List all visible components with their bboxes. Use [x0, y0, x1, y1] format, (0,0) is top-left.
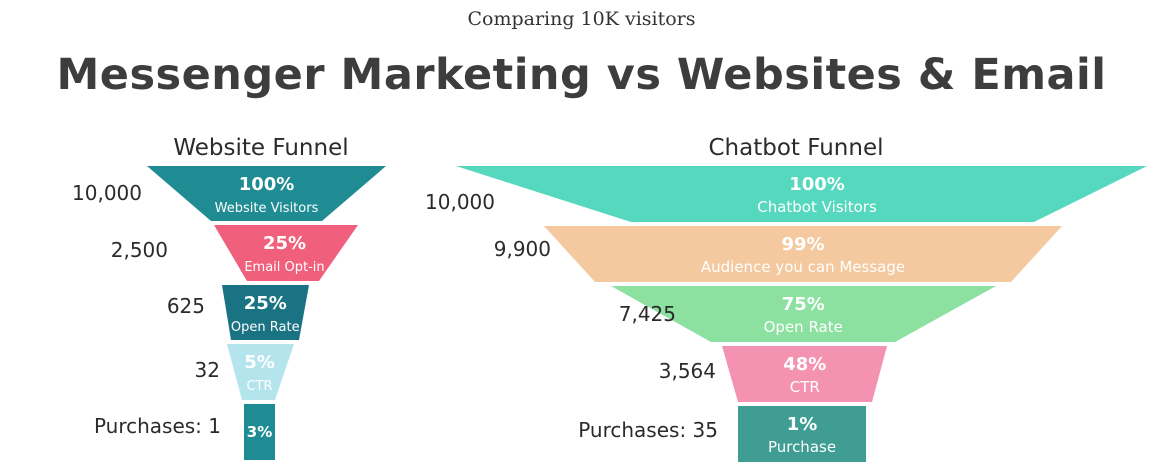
website-stage-2-count: 2,500: [111, 238, 168, 262]
chatbot-stage-4-percent: 48%: [783, 354, 826, 375]
chatbot-stage-5-percent: 1%: [787, 414, 818, 435]
website-stage-2-percent: 25%: [263, 233, 306, 254]
chatbot-stage-2-label: Audience you can Message: [701, 258, 905, 276]
website-funnel: 100% Website Visitors 10,000 25% Email Opt-i…: [72, 166, 386, 460]
chatbot-funnel-stage-4: [722, 346, 887, 402]
website-stage-2-label: Email Opt-in: [244, 260, 324, 275]
chart-title: Messenger Marketing vs Websites & Email: [56, 50, 1107, 100]
chatbot-stage-1-label: Chatbot Visitors: [757, 198, 877, 216]
chatbot-funnel-stage-5: [738, 406, 866, 462]
website-stage-3-percent: 25%: [244, 293, 287, 314]
website-stage-4-label: CTR: [246, 379, 272, 394]
website-stage-3-label: Open Rate: [231, 320, 300, 335]
chatbot-funnel-stage-1: [456, 166, 1147, 222]
website-stage-1-percent: 100%: [239, 174, 295, 195]
chatbot-stage-5-count: Purchases: 35: [578, 418, 718, 442]
website-funnel-stage-5: [244, 404, 275, 460]
chatbot-stage-1-count: 10,000: [425, 190, 495, 214]
chatbot-stage-5-label: Purchase: [768, 438, 836, 456]
website-stage-4-percent: 5%: [244, 352, 275, 373]
website-stage-1-label: Website Visitors: [215, 201, 319, 216]
chatbot-stage-2-count: 9,900: [494, 237, 551, 261]
website-stage-5-percent: 3%: [247, 423, 272, 441]
chatbot-funnel-stage-3: [611, 286, 996, 342]
chatbot-funnel: 100% Chatbot Visitors 10,000 99% Audience yo…: [425, 166, 1147, 462]
chatbot-stage-4-count: 3,564: [659, 359, 716, 383]
website-funnel-stage-3: [222, 285, 309, 340]
website-stage-1-count: 10,000: [72, 181, 142, 205]
website-stage-5-count: Purchases: 1: [94, 414, 221, 438]
chatbot-stage-4-label: CTR: [790, 378, 820, 396]
website-stage-4-count: 32: [195, 358, 220, 382]
chatbot-stage-3-percent: 75%: [782, 294, 825, 315]
website-funnel-title: Website Funnel: [173, 135, 348, 161]
website-funnel-stage-2: [214, 225, 358, 281]
website-funnel-stage-1: [147, 166, 386, 221]
chatbot-stage-3-label: Open Rate: [764, 318, 843, 336]
website-funnel-stage-4: [227, 344, 294, 400]
chatbot-stage-1-percent: 100%: [789, 174, 845, 195]
chatbot-stage-2-percent: 99%: [781, 234, 824, 255]
chatbot-funnel-title: Chatbot Funnel: [709, 135, 884, 161]
chatbot-stage-3-count: 7,425: [619, 302, 676, 326]
website-stage-3-count: 625: [167, 294, 205, 318]
chart-subtitle: Comparing 10K visitors: [467, 8, 696, 30]
chatbot-funnel-stage-2: [544, 226, 1062, 282]
